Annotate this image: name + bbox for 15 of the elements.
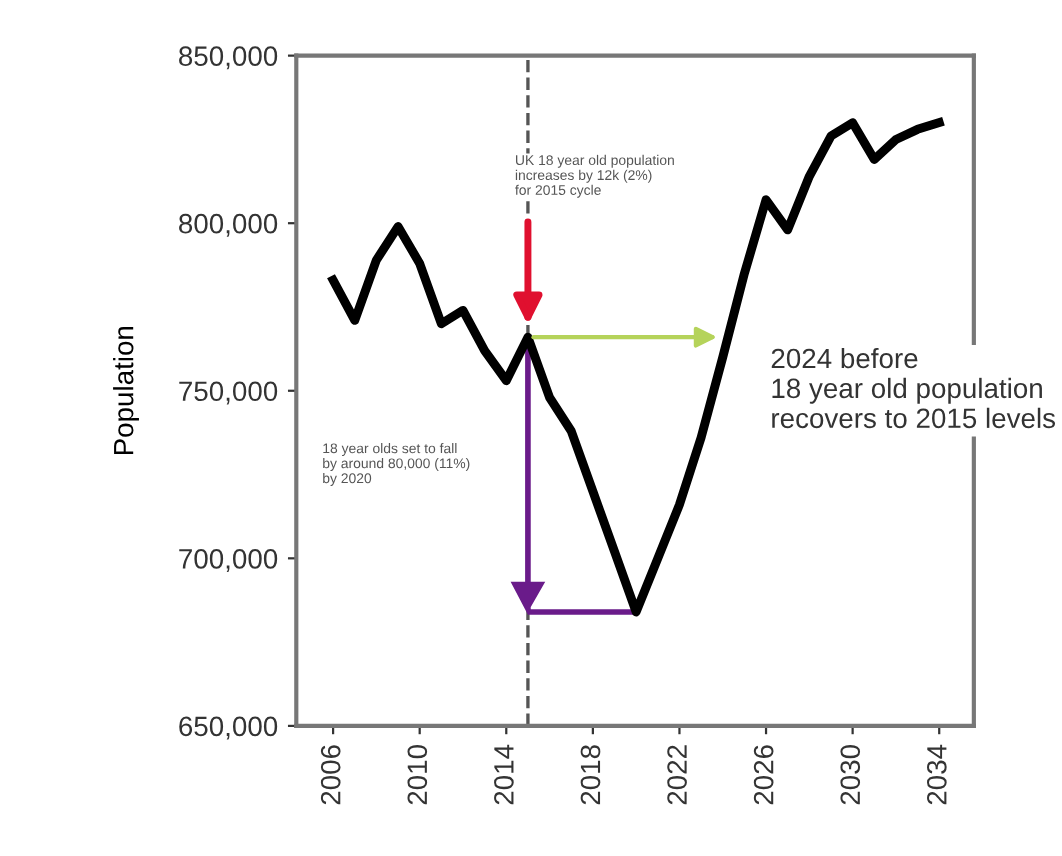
annotation: 2024 before 18 year old population recovers to 2015 levels (771, 347, 1056, 429)
y-tick-label: 700,000 (179, 548, 278, 572)
x-tick-label: 2006 (320, 745, 341, 805)
y-tick-label: 750,000 (179, 381, 278, 405)
x-tick-label: 2010 (407, 745, 428, 805)
y-tick-label: 650,000 (179, 716, 278, 740)
y-axis-title: Population (113, 326, 139, 455)
x-tick-label: 2030 (840, 745, 861, 805)
y-tick-label: 850,000 (179, 46, 278, 70)
x-tick-label: 2026 (753, 745, 774, 805)
y-tick-label: 800,000 (179, 213, 278, 237)
x-tick-label: 2018 (580, 745, 601, 805)
x-tick-label: 2022 (667, 745, 687, 805)
x-tick-label: 2034 (927, 744, 947, 805)
x-tick-label: 2014 (494, 744, 514, 805)
